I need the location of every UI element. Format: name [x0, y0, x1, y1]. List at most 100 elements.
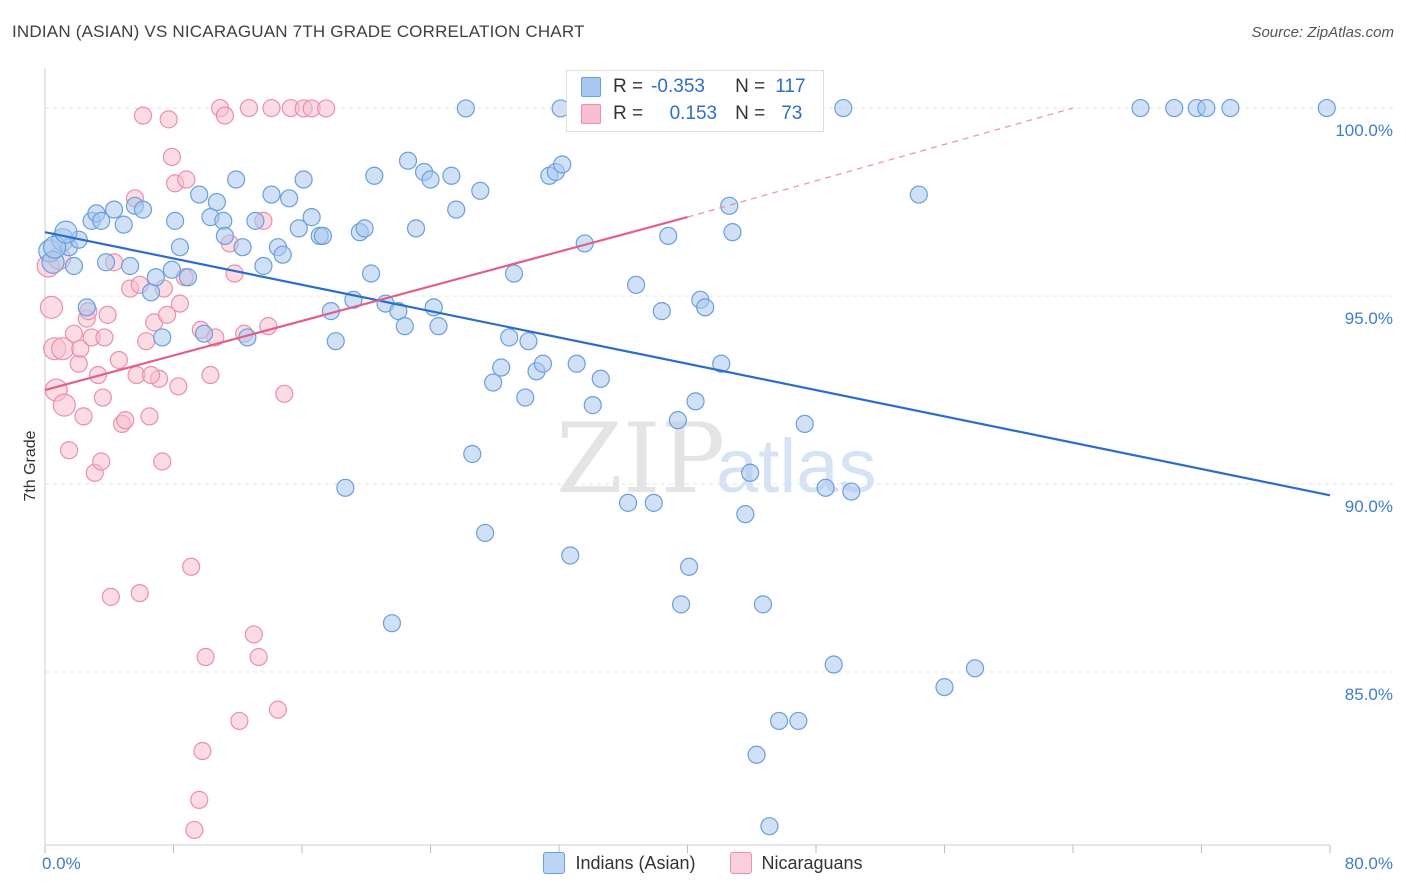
indian-point	[302, 208, 321, 227]
indian-point	[162, 260, 181, 279]
indian-point	[567, 354, 586, 373]
indian-point	[365, 166, 384, 185]
indian-point	[1197, 98, 1216, 118]
indian-point	[215, 226, 234, 246]
indian-point	[178, 268, 198, 287]
indians-swatch	[581, 77, 601, 97]
indian-point	[382, 614, 402, 633]
axes-layer: 85.0% 90.0% 95.0% 100.0% 0.0% 80.0%	[42, 68, 1393, 873]
indian-point	[533, 354, 553, 373]
nicaraguan-point	[133, 106, 153, 125]
indian-point	[583, 396, 602, 415]
nicaraguan-point	[92, 452, 111, 471]
indians-trend-line	[44, 231, 1331, 497]
indian-point	[207, 192, 226, 212]
indian-point	[313, 226, 332, 246]
indian-point	[166, 211, 185, 230]
indian-point	[361, 264, 381, 283]
nicaraguan-point	[244, 625, 263, 644]
nicaraguan-point	[64, 324, 84, 343]
indian-point	[104, 200, 124, 219]
indian-point	[429, 317, 448, 336]
indian-point	[935, 677, 954, 697]
nicaraguan-point	[249, 647, 268, 667]
indian-point	[54, 220, 78, 244]
trend-layer	[44, 107, 1331, 497]
indian-point	[141, 283, 161, 302]
indian-point	[190, 185, 209, 204]
stats-legend: R = -0.353 N = 117 R = 0.153 N = 73	[566, 70, 824, 132]
x-tick-label-max: 80.0%	[1345, 854, 1393, 873]
n-label: N =	[735, 103, 766, 124]
series-legend: Indians (Asian) Nicaraguans	[0, 852, 1406, 874]
nicaraguan-point	[52, 393, 76, 417]
indian-point	[326, 332, 345, 351]
indian-point	[723, 223, 742, 242]
nicaraguans-trend-line	[44, 216, 688, 392]
nicaraguan-point	[201, 365, 220, 385]
r-value: 0.153	[669, 103, 718, 124]
indian-point	[64, 256, 84, 276]
legend-item-indians[interactable]: Indians (Asian)	[543, 852, 696, 874]
nicaraguan-point	[170, 294, 190, 313]
indian-point	[741, 463, 760, 482]
indian-point	[273, 245, 292, 264]
nicaraguans-trend-extension	[687, 107, 1074, 218]
indian-point	[1165, 98, 1184, 118]
nicaraguan-point	[157, 305, 177, 324]
indian-point	[680, 557, 699, 576]
nicaraguan-point	[230, 711, 249, 731]
indian-point	[246, 211, 265, 230]
indian-point	[753, 595, 773, 614]
indians-legend-swatch	[543, 852, 566, 874]
nicaraguan-point	[153, 452, 172, 471]
y-axis-label: 7th Grade	[22, 430, 39, 501]
n-label: N =	[735, 76, 766, 97]
indian-point	[500, 328, 519, 347]
nicaraguan-point	[275, 384, 294, 403]
nicaraguan-point	[141, 365, 161, 385]
indian-point	[398, 151, 418, 170]
indian-point	[795, 414, 814, 434]
indian-point	[355, 219, 374, 238]
indian-point	[747, 745, 766, 764]
indian-point	[1221, 98, 1240, 118]
nicaraguans-legend-swatch	[729, 852, 752, 874]
r-label: R =	[613, 76, 644, 97]
indian-point	[77, 298, 96, 317]
indian-point	[652, 302, 671, 321]
nicaraguan-point	[268, 700, 288, 719]
indian-point	[909, 185, 928, 204]
nicaraguan-point	[159, 110, 178, 129]
indian-point	[484, 373, 503, 392]
stats-legend-row-indians: R = -0.353 N = 117	[581, 75, 806, 99]
indian-point	[696, 298, 715, 317]
indian-point	[618, 493, 638, 512]
legend-label-nicaraguans: Nicaraguans	[761, 852, 863, 873]
legend-item-nicaraguans[interactable]: Nicaraguans	[729, 852, 863, 874]
nicaraguan-point	[140, 407, 159, 426]
indian-point	[289, 219, 308, 238]
indian-point	[262, 185, 281, 204]
indian-point	[668, 411, 687, 430]
indian-point	[561, 546, 580, 565]
indian-point	[214, 211, 233, 230]
nicaraguan-point	[162, 147, 181, 167]
nicaraguan-point	[262, 98, 281, 118]
indian-point	[712, 354, 731, 373]
indian-point	[671, 595, 691, 614]
indian-point	[254, 256, 273, 276]
indian-point	[96, 253, 116, 272]
indian-point	[834, 98, 853, 118]
indian-point	[516, 388, 535, 407]
indian-point	[227, 170, 246, 189]
nicaraguan-point	[74, 407, 93, 426]
points-layer	[36, 98, 1336, 840]
nicaraguan-point	[93, 388, 112, 407]
indian-point	[471, 181, 490, 200]
indian-point	[644, 493, 663, 512]
indian-point	[769, 711, 789, 731]
indian-point	[170, 238, 190, 257]
indian-point	[686, 392, 705, 411]
